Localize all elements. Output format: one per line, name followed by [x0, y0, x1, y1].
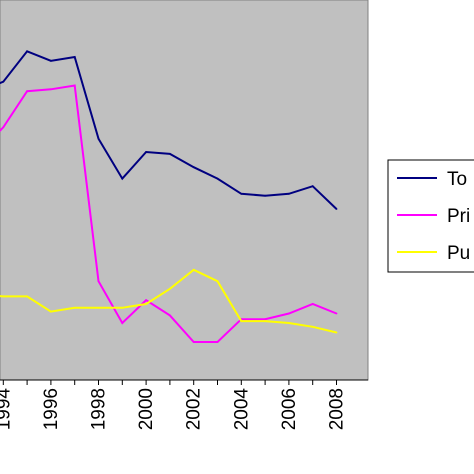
legend-item: Pu — [397, 243, 470, 264]
data-point — [240, 320, 243, 322]
data-point — [288, 312, 290, 315]
data-point — [121, 177, 124, 180]
data-point — [50, 310, 52, 313]
data-point — [97, 137, 100, 140]
data-point — [169, 287, 171, 290]
data-point — [216, 280, 219, 283]
data-point — [288, 192, 290, 195]
data-point — [50, 88, 52, 91]
data-point — [240, 192, 243, 195]
x-axis: 1994 1996 1998 2000 2002 2004 2006 2008 — [0, 379, 368, 431]
data-point — [264, 320, 266, 322]
data-point — [311, 325, 314, 328]
series-line-1 — [0, 50, 338, 210]
data-point — [2, 80, 5, 83]
series-3 — [0, 268, 338, 334]
data-point — [73, 306, 76, 309]
series-line-2 — [0, 84, 337, 343]
x-tick-label: 2000 — [136, 388, 157, 430]
legend-label: Pu — [447, 243, 470, 264]
data-point — [169, 314, 171, 317]
data-point — [335, 331, 338, 334]
data-point — [145, 151, 148, 153]
data-point — [2, 126, 5, 129]
data-point — [121, 306, 124, 309]
x-tick-label: 2004 — [231, 388, 252, 431]
data-point — [192, 166, 195, 169]
data-point — [73, 84, 76, 87]
x-tick-label: 1996 — [41, 388, 62, 430]
plot-area — [0, 0, 369, 381]
x-tick-label: 2008 — [327, 388, 348, 430]
data-point — [264, 318, 266, 321]
data-point — [335, 312, 338, 315]
data-point — [335, 208, 338, 210]
data-point — [169, 153, 171, 155]
data-point — [192, 268, 195, 271]
data-point — [73, 56, 76, 58]
data-point — [216, 341, 219, 343]
data-point — [311, 185, 314, 188]
data-point — [26, 295, 28, 298]
legend: To Pri Pu — [387, 159, 474, 273]
data-point — [26, 90, 28, 93]
data-point — [97, 280, 100, 283]
legend-label: To — [447, 169, 467, 190]
data-point — [264, 194, 266, 197]
series-1 — [0, 50, 338, 210]
x-tick-label: 1998 — [89, 388, 110, 430]
legend-item: To — [397, 169, 467, 190]
x-tick-label: 1994 — [0, 388, 14, 431]
data-point — [145, 303, 148, 305]
data-point — [2, 295, 5, 298]
data-point — [192, 341, 195, 343]
legend-item: Pri — [397, 206, 470, 227]
data-point — [216, 177, 219, 180]
data-point — [26, 50, 28, 53]
x-tick-label: 2002 — [184, 388, 205, 430]
series-line-3 — [0, 268, 337, 334]
data-point — [50, 59, 52, 62]
x-tick-label: 2006 — [279, 388, 300, 430]
data-point — [97, 306, 100, 309]
data-point — [288, 322, 290, 324]
legend-label: Pri — [447, 206, 470, 227]
data-point — [121, 322, 124, 324]
data-point — [145, 299, 148, 302]
series-layer — [0, 50, 338, 343]
data-point — [311, 303, 314, 305]
